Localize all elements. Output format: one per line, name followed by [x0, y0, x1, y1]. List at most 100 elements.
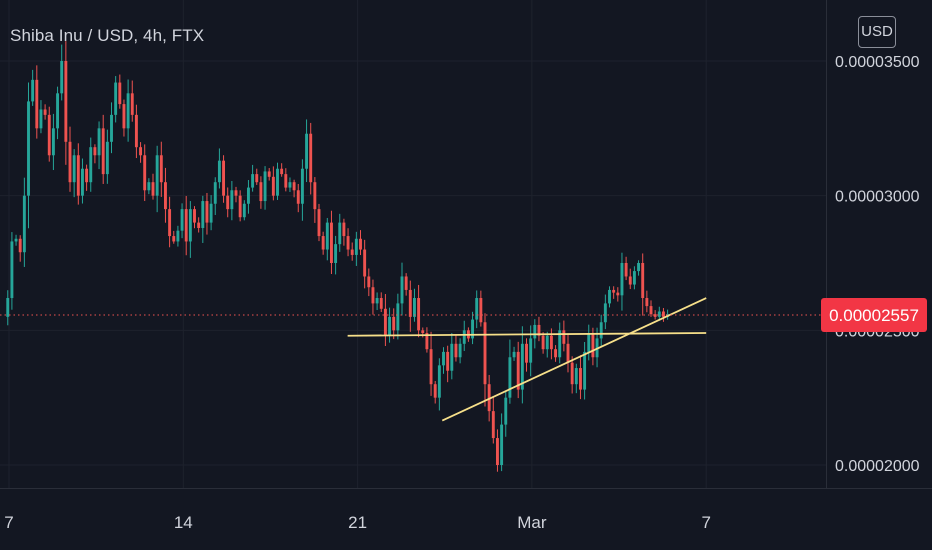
- candle-body: [637, 263, 641, 272]
- candle-body: [251, 174, 255, 188]
- candle-body: [64, 61, 68, 142]
- candle-body: [27, 101, 30, 196]
- candle-body: [562, 330, 566, 344]
- drawing-tools[interactable]: [347, 297, 707, 422]
- candle-body: [317, 209, 321, 237]
- candle-body: [39, 109, 43, 129]
- candle-body: [354, 238, 358, 255]
- candle-body: [554, 349, 558, 358]
- candle-body: [483, 322, 487, 385]
- candle-body: [6, 298, 10, 317]
- candle-body: [292, 182, 296, 191]
- candle-body: [305, 133, 309, 169]
- candle-body: [110, 114, 113, 142]
- candle-body: [437, 365, 441, 398]
- candle-body: [247, 187, 250, 204]
- candle-body: [334, 244, 338, 263]
- candlestick-series[interactable]: [6, 41, 670, 472]
- candle-body: [504, 397, 508, 425]
- candle-body: [321, 236, 325, 250]
- candle-body: [446, 351, 450, 371]
- candle-body: [47, 114, 51, 156]
- candle-body: [130, 93, 134, 115]
- candle-body: [97, 128, 101, 156]
- candle-body: [105, 141, 109, 175]
- candle-body: [222, 160, 226, 196]
- candle-body: [454, 343, 458, 358]
- candle-body: [209, 203, 213, 223]
- candle-body: [408, 289, 412, 317]
- candle-body: [599, 322, 603, 339]
- candle-body: [662, 311, 665, 317]
- candle-body: [533, 324, 537, 339]
- candle-body: [371, 287, 375, 304]
- candle-body: [22, 195, 26, 253]
- candle-body: [475, 298, 479, 320]
- candle-body: [296, 190, 300, 204]
- candle-body: [139, 147, 143, 156]
- candle-body: [442, 351, 445, 366]
- candle-body: [404, 276, 408, 290]
- candle-body: [653, 314, 657, 317]
- candle-body: [417, 298, 421, 331]
- price-tick-label: 0.00003500: [835, 54, 920, 71]
- time-tick-label: 7: [701, 513, 710, 532]
- candle-body: [122, 104, 126, 129]
- candle-body: [579, 368, 582, 390]
- candle-body: [433, 384, 437, 398]
- candle-body: [583, 351, 587, 390]
- candle-body: [363, 249, 367, 277]
- candle-body: [603, 303, 607, 323]
- candle-body: [31, 79, 35, 102]
- last-price-marker: 0.00002557: [0, 297, 927, 332]
- candle-body: [172, 236, 176, 242]
- candle-body: [155, 155, 159, 196]
- candle-body: [151, 182, 155, 196]
- candle-body: [342, 222, 346, 237]
- candle-body: [657, 311, 661, 317]
- candle-body: [313, 182, 317, 210]
- candle-body: [242, 203, 246, 218]
- candle-body: [632, 271, 636, 285]
- candle-body: [346, 236, 350, 250]
- symbol-title[interactable]: Shiba Inu / USD, 4h, FTX: [10, 26, 205, 45]
- time-tick-label: 7: [4, 513, 13, 532]
- ascending-trendline: [441, 297, 707, 422]
- candle-body: [624, 263, 628, 277]
- candle-body: [230, 190, 234, 210]
- candle-body: [147, 182, 151, 191]
- candle-body: [255, 174, 259, 183]
- candle-body: [14, 238, 18, 242]
- candle-body: [645, 298, 649, 307]
- candle-body: [114, 82, 118, 115]
- candle-body: [330, 222, 333, 263]
- last-price-label: 0.00002557: [829, 306, 919, 325]
- candle-body: [188, 209, 192, 242]
- candle-body: [379, 298, 383, 309]
- candle-body: [525, 343, 528, 363]
- candle-body: [197, 222, 201, 228]
- candle-body: [359, 238, 362, 250]
- currency-button[interactable]: USD: [858, 16, 896, 48]
- candle-body: [620, 263, 624, 296]
- price-tick-label: 0.00003000: [835, 189, 920, 206]
- candle-body: [259, 182, 263, 202]
- candle-body: [276, 168, 279, 196]
- candle-body: [60, 61, 64, 94]
- candle-body: [76, 155, 80, 196]
- candle-body: [51, 128, 55, 156]
- candle-body: [608, 289, 611, 304]
- candle-body: [612, 289, 616, 293]
- candle-body: [180, 209, 184, 231]
- candle-body: [213, 182, 217, 204]
- candle-body: [184, 209, 188, 242]
- candle-body: [491, 411, 495, 439]
- candle-body: [72, 155, 76, 183]
- candle-body: [280, 168, 284, 175]
- candle-body: [367, 276, 371, 288]
- candle-body: [388, 316, 392, 336]
- candle-body: [545, 335, 549, 350]
